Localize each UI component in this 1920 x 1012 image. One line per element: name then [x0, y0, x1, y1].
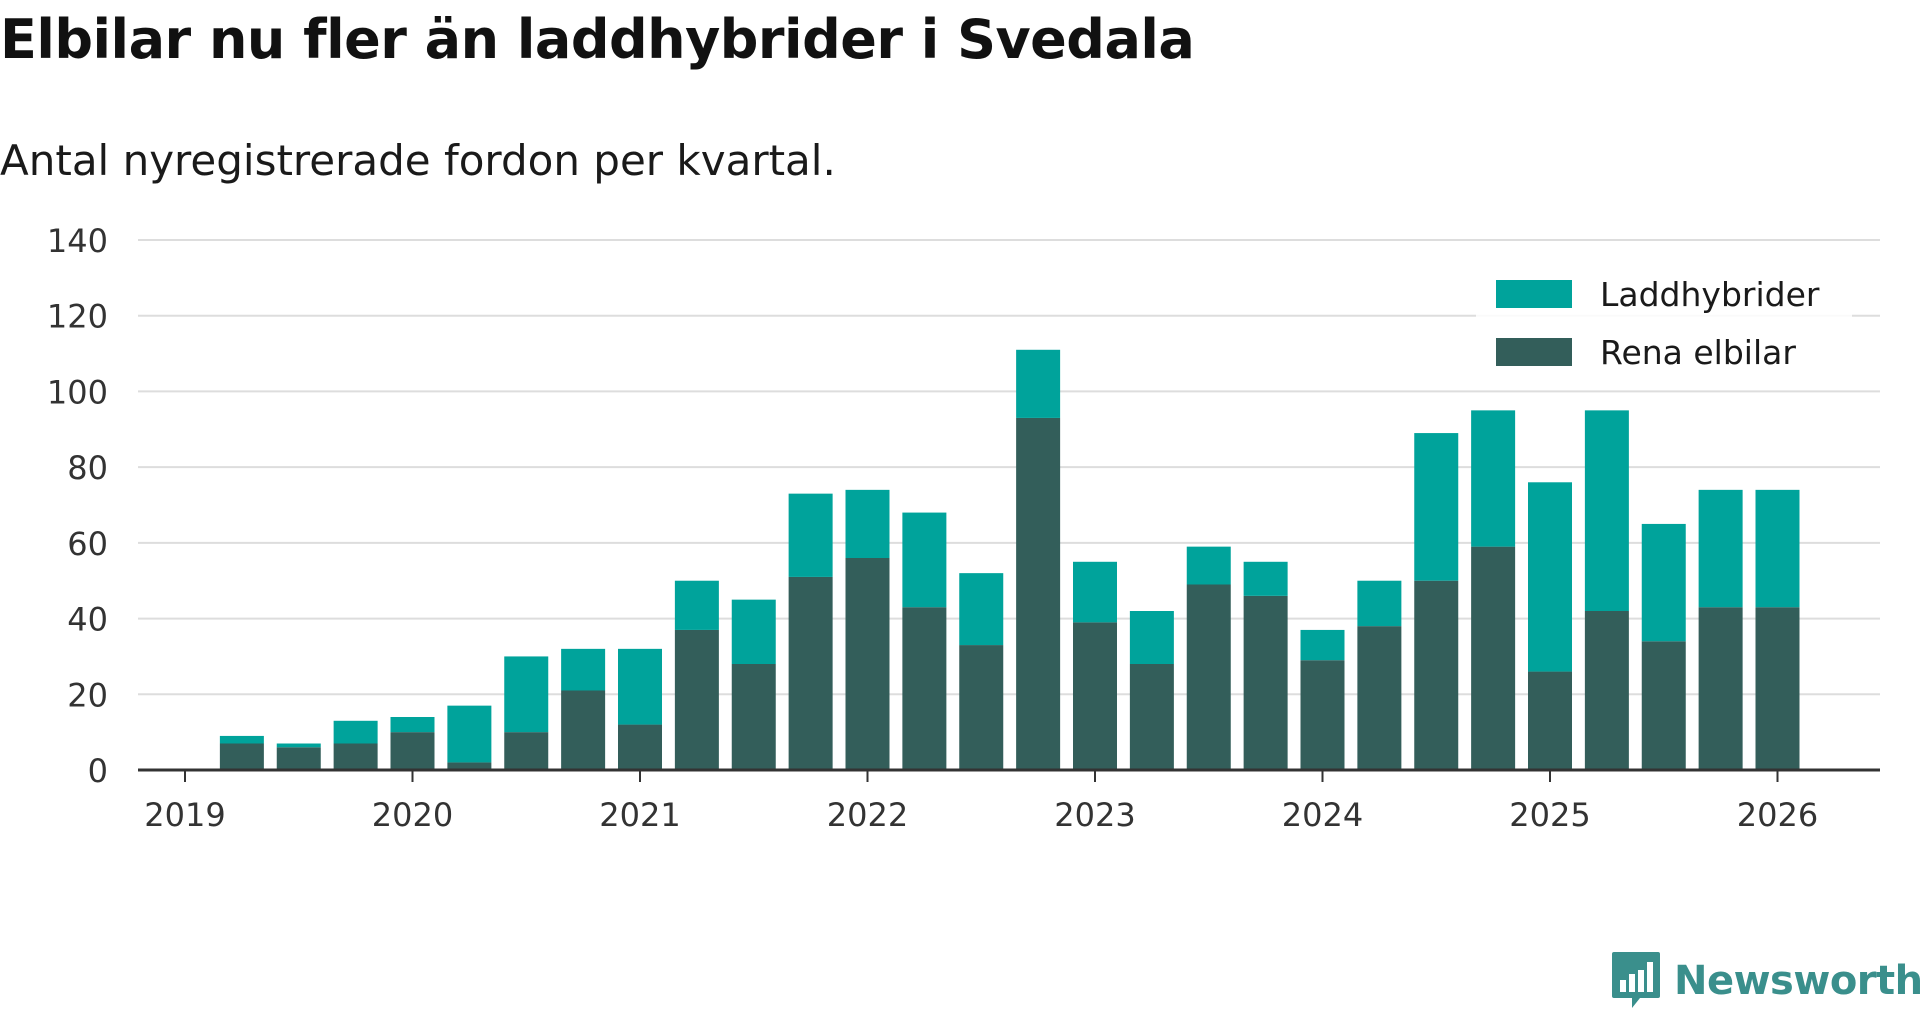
chart-title: Elbilar nu fler än laddhybrider i Svedal… — [0, 8, 1195, 71]
y-tick-label: 0 — [88, 752, 108, 790]
bar-laddhybrider-2024Q3 — [1414, 433, 1459, 581]
bar-laddhybrider-2024Q4 — [1471, 410, 1516, 547]
x-tick-label: 2023 — [1054, 796, 1135, 834]
bar-laddhybrider-2021Q3 — [731, 599, 776, 664]
bar-rena-elbilar-2024Q2 — [1357, 626, 1402, 770]
bar-laddhybrider-2021Q1 — [618, 648, 662, 725]
bar-rena-elbilar-2020Q2 — [447, 762, 492, 770]
bar-laddhybrider-2026Q1 — [1755, 489, 1800, 608]
y-tick-label: 120 — [47, 298, 108, 336]
x-tick-label: 2024 — [1282, 796, 1363, 834]
legend: Laddhybrider Rena elbilar — [1476, 262, 1852, 390]
bar-rena-elbilar-2025Q4 — [1698, 607, 1743, 770]
bar-laddhybrider-2022Q4 — [1016, 349, 1061, 418]
bar-laddhybrider-2022Q3 — [959, 573, 1004, 646]
bar-rena-elbilar-2023Q1 — [1073, 622, 1117, 770]
bar-laddhybrider-2025Q4 — [1698, 489, 1743, 608]
y-tick-label: 140 — [47, 222, 108, 260]
x-tick-label: 2025 — [1509, 796, 1590, 834]
y-tick-label: 40 — [67, 601, 108, 639]
bar-rena-elbilar-2019Q3 — [276, 747, 321, 770]
bar-laddhybrider-2019Q3 — [276, 743, 321, 748]
bar-rena-elbilar-2024Q4 — [1471, 546, 1516, 770]
bar-rena-elbilar-2023Q4 — [1243, 595, 1288, 770]
bar-laddhybrider-2020Q4 — [561, 648, 606, 691]
bar-rena-elbilar-2020Q4 — [561, 690, 606, 770]
x-axis-ticks: 2019 2020 2021 2022 2023 2024 2025 2026 — [144, 770, 1818, 834]
bar-rena-elbilar-2021Q2 — [674, 629, 719, 770]
newsworthy-logo: Newsworthy — [1610, 950, 1920, 1012]
bar-rena-elbilar-2024Q3 — [1414, 580, 1459, 770]
bar-laddhybrider-2023Q1 — [1073, 561, 1117, 623]
bar-rena-elbilar-2020Q1 — [390, 732, 435, 770]
bar-rena-elbilar-2021Q1 — [618, 724, 662, 770]
bar-laddhybrider-2025Q3 — [1641, 523, 1686, 642]
bar-rena-elbilar-2026Q1 — [1755, 607, 1800, 770]
chart-subtitle: Antal nyregistrerade fordon per kvartal. — [0, 136, 836, 185]
newsworthy-logo-icon — [1612, 952, 1660, 1008]
legend-swatch-rena-elbilar — [1496, 338, 1572, 366]
bar-laddhybrider-2023Q4 — [1243, 561, 1288, 596]
bar-laddhybrider-2021Q4 — [788, 493, 833, 577]
bar-laddhybrider-2023Q2 — [1129, 611, 1174, 664]
bar-laddhybrider-2020Q2 — [447, 705, 492, 763]
y-tick-label: 100 — [47, 373, 108, 411]
x-tick-label: 2019 — [144, 796, 225, 834]
bar-rena-elbilar-2021Q4 — [788, 576, 833, 770]
bar-rena-elbilar-2021Q3 — [731, 664, 776, 770]
y-axis-ticks: 0 20 40 60 80 100 120 140 — [47, 222, 108, 790]
bar-rena-elbilar-2022Q1 — [845, 558, 890, 770]
bar-rena-elbilar-2024Q1 — [1300, 660, 1345, 770]
bar-laddhybrider-2021Q2 — [674, 580, 719, 630]
bar-laddhybrider-2022Q1 — [845, 489, 890, 558]
x-tick-label: 2022 — [827, 796, 908, 834]
bar-laddhybrider-2019Q4 — [333, 720, 378, 744]
y-tick-label: 20 — [67, 676, 108, 714]
bars — [219, 349, 1800, 770]
bar-laddhybrider-2025Q2 — [1584, 410, 1629, 611]
bar-rena-elbilar-2025Q3 — [1641, 641, 1686, 770]
bar-rena-elbilar-2025Q1 — [1528, 671, 1572, 770]
bar-rena-elbilar-2019Q4 — [333, 743, 378, 770]
bar-laddhybrider-2024Q2 — [1357, 580, 1402, 627]
legend-label-rena-elbilar: Rena elbilar — [1600, 333, 1796, 372]
x-tick-label: 2021 — [599, 796, 680, 834]
bar-laddhybrider-2025Q1 — [1528, 482, 1572, 672]
brand-name: Newsworthy — [1674, 958, 1920, 1004]
bar-rena-elbilar-2025Q2 — [1584, 611, 1629, 770]
bar-laddhybrider-2020Q1 — [390, 717, 435, 733]
y-tick-label: 60 — [67, 525, 108, 563]
bar-rena-elbilar-2019Q2 — [219, 743, 264, 770]
bar-rena-elbilar-2020Q3 — [504, 732, 549, 770]
legend-swatch-laddhybrider — [1496, 280, 1572, 308]
bar-rena-elbilar-2022Q4 — [1016, 417, 1061, 770]
bar-laddhybrider-2022Q2 — [902, 512, 947, 608]
x-tick-label: 2026 — [1737, 796, 1818, 834]
legend-label-laddhybrider: Laddhybrider — [1600, 275, 1820, 314]
y-tick-label: 80 — [67, 449, 108, 487]
bar-laddhybrider-2024Q1 — [1300, 629, 1345, 661]
bar-laddhybrider-2020Q3 — [504, 656, 549, 733]
bar-rena-elbilar-2023Q3 — [1186, 584, 1231, 770]
bar-rena-elbilar-2023Q2 — [1129, 664, 1174, 770]
x-tick-label: 2020 — [372, 796, 453, 834]
bar-laddhybrider-2023Q3 — [1186, 546, 1231, 585]
bar-laddhybrider-2019Q2 — [219, 735, 264, 744]
bar-rena-elbilar-2022Q3 — [959, 645, 1004, 770]
bar-rena-elbilar-2022Q2 — [902, 607, 947, 770]
